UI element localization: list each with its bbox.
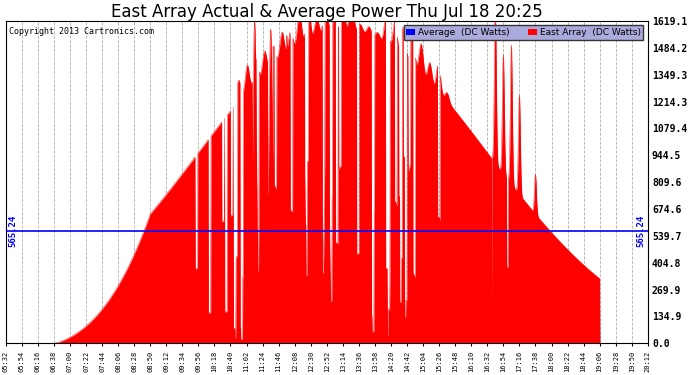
Text: Copyright 2013 Cartronics.com: Copyright 2013 Cartronics.com xyxy=(9,27,154,36)
Title: East Array Actual & Average Power Thu Jul 18 20:25: East Array Actual & Average Power Thu Ju… xyxy=(111,3,542,21)
Text: 565.24: 565.24 xyxy=(636,214,645,247)
Text: 565.24: 565.24 xyxy=(8,214,17,247)
Legend: Average  (DC Watts), East Array  (DC Watts): Average (DC Watts), East Array (DC Watts… xyxy=(404,26,643,40)
